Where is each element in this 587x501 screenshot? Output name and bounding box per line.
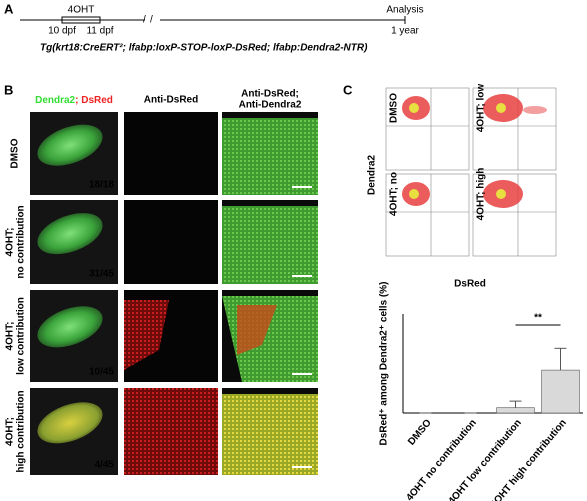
annotation: **: [534, 313, 542, 324]
panel-a: A / / 4OHT 10 dpf 11 dpf Analysis 1 year…: [4, 1, 424, 53]
genotype: Tg(krt18:CreERT²; lfabp:loxP-STOP-loxP-D…: [40, 43, 368, 54]
break: /: [150, 15, 153, 26]
time-label: 11 dpf: [86, 26, 113, 37]
micrograph: [124, 112, 218, 195]
cell-core: [409, 189, 419, 199]
x-tick-label: DMSO: [406, 417, 434, 447]
tissue: [222, 394, 318, 475]
panel-label: B: [4, 82, 13, 97]
row-label: high contribution: [16, 390, 27, 472]
cell-core: [496, 103, 506, 113]
header-part: Dendra2: [35, 95, 75, 106]
column-header: Anti-DsRed: [144, 95, 198, 106]
fish-liver: [37, 213, 103, 255]
x-axis-label: DsRed: [454, 279, 486, 290]
y-axis-label: DsRed⁺ among Dendra2⁺ cells (%): [379, 282, 390, 446]
cell-tail: [523, 106, 547, 114]
column-header: Anti-DsRed;: [241, 89, 299, 100]
bar: [541, 369, 580, 414]
cell-core: [496, 189, 506, 199]
tissue: [222, 118, 318, 195]
header-part: ; DsRed: [75, 95, 113, 106]
panel-label: A: [4, 1, 14, 16]
plot-label: 4OHT; no: [389, 172, 400, 216]
time-label: 1 year: [391, 26, 419, 37]
micrograph: [124, 200, 218, 284]
treatment-box: [61, 16, 101, 24]
cell-core: [409, 103, 419, 113]
bar-chart: DsRed⁺ among Dendra2⁺ cells (%) DMSO 4OHT …: [379, 282, 583, 501]
break: /: [143, 15, 146, 26]
tissue: [222, 206, 318, 284]
row-label: 4OHT;: [5, 417, 16, 446]
column-header: Dendra2; DsRed: [35, 95, 113, 106]
red-stain: [124, 300, 169, 370]
fish-liver: [37, 306, 103, 348]
count: 18/18: [89, 180, 114, 191]
x-tick-label: 4OHT high contribution: [489, 418, 569, 501]
row-label: no contribution: [16, 205, 27, 278]
time-label: 10 dpf: [48, 26, 76, 37]
count: 4/45: [95, 460, 115, 471]
plot-label: DMSO: [389, 93, 400, 123]
column-header: Anti-Dendra2: [239, 100, 302, 111]
treatment: 4OHT: [68, 5, 95, 16]
plot-label: 4OHT; high: [476, 168, 487, 221]
row-label: 4OHT;: [5, 322, 16, 351]
row-label: DMSO: [10, 138, 21, 168]
panel-b: B Dendra2; DsRed Anti-DsRed Anti-DsRed;Ant…: [4, 82, 318, 475]
panel-c: C Dendra2 DsRed DMSO 4OHT; low 4OHT; no 4OH…: [343, 82, 557, 290]
count: 10/45: [89, 367, 114, 378]
row-label: 4OHT;: [5, 228, 16, 257]
fish-liver: [37, 124, 103, 166]
plot-label: 4OHT; low: [476, 84, 487, 133]
row-label: low contribution: [16, 297, 27, 375]
count: 31/45: [89, 269, 114, 280]
red-overlap: [237, 305, 277, 355]
y-axis-label: Dendra2: [367, 155, 378, 195]
analysis: Analysis: [386, 5, 423, 16]
red-stain: [124, 388, 218, 475]
panel-label: C: [343, 82, 353, 97]
fish-liver: [37, 402, 103, 444]
bar: [496, 407, 535, 414]
